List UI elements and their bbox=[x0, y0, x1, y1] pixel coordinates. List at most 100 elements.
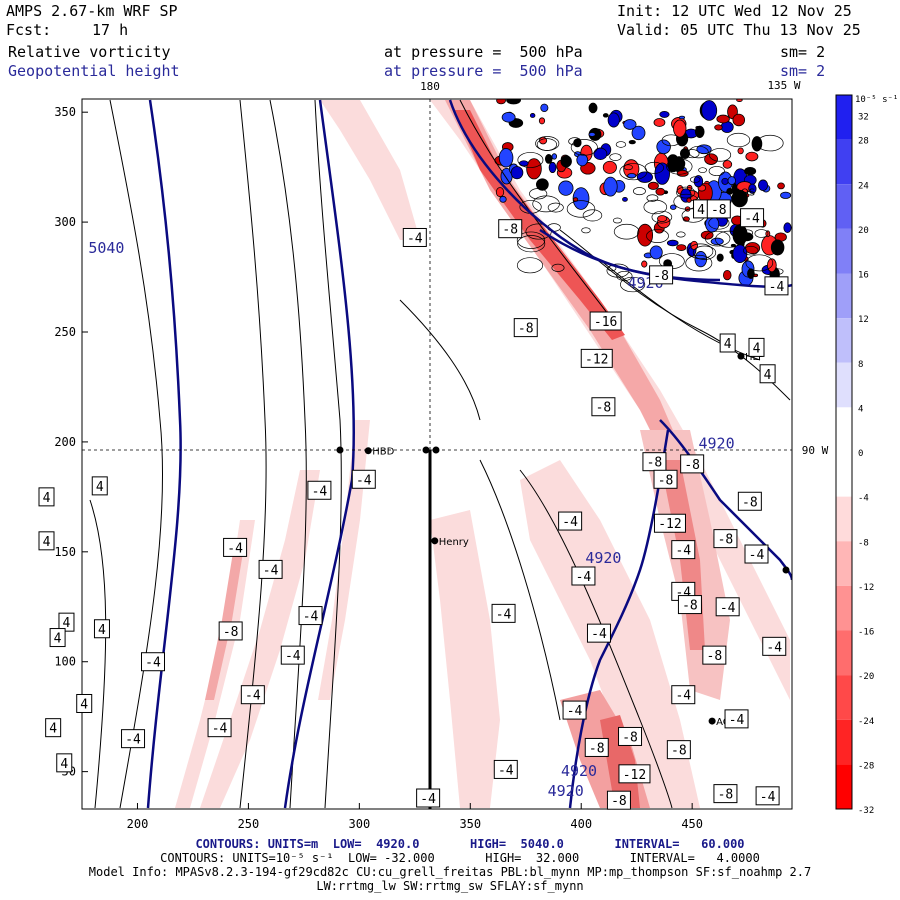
vorticity-cell-contour bbox=[742, 229, 754, 237]
vorticity-label: -4 bbox=[715, 597, 740, 617]
colorbar-tick-label: 4 bbox=[858, 404, 863, 414]
vorticity-label: -4 bbox=[744, 544, 769, 564]
colorbar-swatch bbox=[836, 675, 852, 720]
vorticity-cell bbox=[656, 139, 671, 155]
vorticity-label: -4 bbox=[258, 559, 283, 579]
vorticity-label: -4 bbox=[240, 685, 265, 705]
lon-135w-label: 135 W bbox=[767, 79, 800, 92]
vorticity-label: -8 bbox=[218, 621, 243, 641]
station-label: Henry bbox=[439, 537, 469, 548]
vorticity-label-text: -4 bbox=[720, 601, 736, 616]
vorticity-label-text: -8 bbox=[653, 269, 669, 284]
vorticity-label-box bbox=[606, 790, 631, 810]
vorticity-cell-contour bbox=[581, 227, 591, 234]
vorticity-label-text: -8 bbox=[682, 599, 698, 614]
vorticity-cell-contour bbox=[690, 176, 701, 183]
vorticity-label: 4 bbox=[56, 753, 73, 773]
vorticity-label: -8 bbox=[706, 199, 731, 219]
vorticity-label-text: -8 bbox=[684, 458, 700, 473]
model-title: AMPS 2.67-km WRF SP bbox=[6, 2, 178, 20]
vorticity-cell-contour bbox=[688, 145, 709, 159]
vorticity-cell-contour bbox=[685, 254, 713, 272]
vorticity-cell bbox=[673, 119, 687, 138]
vorticity-cell bbox=[653, 118, 666, 127]
colorbar-border bbox=[835, 94, 853, 810]
vorticity-label-text: -8 bbox=[589, 741, 605, 756]
vorticity-label-text: 4 bbox=[764, 368, 772, 383]
vorticity-cell bbox=[744, 166, 757, 176]
colorbar-tick-label: -28 bbox=[858, 761, 874, 771]
vorticity-cell bbox=[602, 160, 617, 174]
vorticity-label-text: 4 bbox=[96, 480, 104, 495]
colorbar-tick-label: 12 bbox=[858, 315, 869, 325]
station-dot bbox=[432, 446, 440, 454]
vorticity-cell-contour bbox=[532, 195, 560, 213]
vorticity-label: 4 bbox=[693, 199, 710, 219]
vorticity-cell-contour bbox=[612, 217, 622, 224]
colorbar-tick-label: -32 bbox=[858, 806, 874, 816]
vorticity-cell bbox=[701, 100, 718, 121]
vorticity-label-box bbox=[671, 540, 696, 560]
vorticity-label: -12 bbox=[618, 764, 651, 784]
vorticity-cell bbox=[693, 175, 704, 188]
y-tick-label: 150 bbox=[54, 545, 76, 559]
vorticity-cell bbox=[496, 99, 506, 105]
vorticity-label-text: -4 bbox=[675, 544, 691, 559]
vorticity-cell-contour bbox=[684, 149, 700, 159]
vorticity-cell bbox=[607, 112, 620, 128]
vorticity-label-text: -8 bbox=[622, 730, 638, 745]
vorticity-label-box bbox=[764, 276, 789, 296]
vorticity-cell bbox=[588, 102, 598, 114]
vorticity-cell bbox=[722, 160, 733, 169]
vorticity-cell bbox=[593, 147, 608, 160]
vorticity-label-text: -4 bbox=[303, 610, 319, 625]
vorticity-label-box bbox=[591, 397, 616, 417]
vorticity-label: -4 bbox=[402, 227, 427, 247]
vorticity-label-text: -4 bbox=[729, 713, 745, 728]
vorticity-cell-contour bbox=[756, 134, 784, 152]
vorticity-cell-contour bbox=[708, 166, 725, 177]
vorticity-label-box bbox=[737, 491, 762, 511]
vorticity-label-text: 4 bbox=[80, 697, 88, 712]
vorticity-label: -8 bbox=[737, 491, 762, 511]
vorticity-label-box bbox=[280, 645, 305, 665]
vorticity-cell bbox=[655, 187, 666, 196]
vorticity-label-text: -8 bbox=[711, 203, 727, 218]
vorticity-label-text: -4 bbox=[407, 231, 423, 246]
lat-90w-label: 90 W bbox=[802, 444, 829, 457]
colorbar-swatch bbox=[836, 407, 852, 452]
vorticity-cell bbox=[686, 197, 692, 203]
y-tick-label: 200 bbox=[54, 435, 76, 449]
vorticity-label-text: -8 bbox=[518, 322, 534, 337]
vorticity-cell bbox=[704, 153, 719, 165]
vorticity-cell-contour bbox=[715, 230, 743, 248]
vorticity-label-text: 4 bbox=[697, 203, 705, 218]
vorticity-cell-contour bbox=[551, 263, 565, 272]
vorticity-cell bbox=[551, 153, 558, 160]
vorticity-label: -4 bbox=[671, 540, 696, 560]
station-dot bbox=[364, 447, 372, 455]
colorbar-swatch bbox=[836, 228, 852, 274]
vorticity-label: 4 bbox=[759, 364, 776, 384]
colorbar-tick-label: 8 bbox=[858, 360, 863, 370]
vorticity-label-box bbox=[141, 652, 165, 672]
vorticity-label: -4 bbox=[491, 603, 516, 623]
vorticity-label-box bbox=[713, 529, 738, 549]
vorticity-label-box bbox=[562, 700, 587, 720]
vorticity-label-box bbox=[719, 333, 736, 353]
vorticity-label: -4 bbox=[755, 786, 780, 806]
vorticity-cell-contour bbox=[570, 139, 598, 156]
vorticity-label: -4 bbox=[571, 566, 596, 586]
turbulent-vorticity-cells bbox=[494, 99, 792, 293]
colorbar-swatch bbox=[836, 184, 852, 229]
vorticity-label: -8 bbox=[606, 790, 631, 810]
vorticity-label-box bbox=[748, 337, 765, 357]
vorticity-label-box bbox=[680, 454, 705, 474]
field2-level: at pressure = 500 hPa bbox=[384, 62, 583, 80]
vorticity-label: -4 bbox=[416, 788, 441, 808]
vorticity-cell bbox=[657, 215, 668, 222]
vorticity-cell-contour bbox=[676, 231, 686, 238]
x-tick-label: 350 bbox=[459, 817, 481, 831]
